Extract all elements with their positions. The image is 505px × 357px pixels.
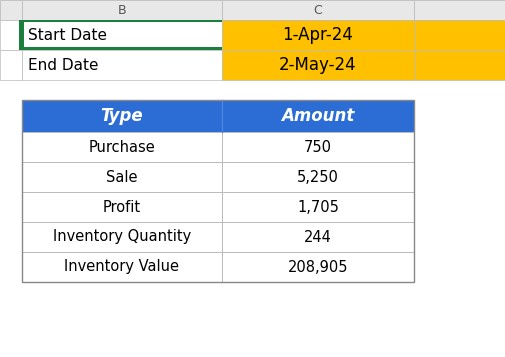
- Text: 1,705: 1,705: [296, 200, 338, 215]
- Bar: [22, 252, 222, 282]
- Bar: [22, 20, 24, 50]
- Bar: [22, 132, 222, 162]
- Text: End Date: End Date: [28, 57, 98, 72]
- Text: Profit: Profit: [103, 200, 141, 215]
- Bar: [22, 50, 222, 80]
- Bar: [19, 20, 222, 22]
- Bar: [222, 50, 413, 80]
- Bar: [19, 20, 22, 50]
- Bar: [222, 192, 413, 222]
- Text: 750: 750: [304, 140, 331, 155]
- Bar: [413, 0, 505, 20]
- Text: 244: 244: [304, 230, 331, 245]
- Bar: [22, 100, 413, 132]
- Text: C: C: [313, 4, 322, 16]
- Bar: [222, 162, 413, 192]
- Bar: [413, 20, 505, 50]
- Text: 1-Apr-24: 1-Apr-24: [282, 26, 352, 44]
- Text: Start Date: Start Date: [28, 27, 107, 42]
- Text: Amount: Amount: [281, 107, 354, 125]
- Bar: [22, 0, 222, 20]
- Text: B: B: [118, 4, 126, 16]
- Text: 208,905: 208,905: [287, 260, 347, 275]
- Bar: [222, 132, 413, 162]
- Bar: [222, 252, 413, 282]
- Text: Inventory Quantity: Inventory Quantity: [53, 230, 191, 245]
- Bar: [222, 20, 413, 50]
- Bar: [413, 50, 505, 80]
- Text: Sale: Sale: [106, 170, 137, 185]
- Bar: [222, 222, 413, 252]
- Bar: [22, 162, 222, 192]
- Bar: [22, 20, 222, 50]
- Bar: [222, 0, 413, 20]
- Text: Purchase: Purchase: [88, 140, 155, 155]
- Bar: [19, 47, 222, 50]
- Bar: [0, 20, 22, 50]
- Bar: [0, 0, 22, 20]
- Text: Type: Type: [100, 107, 143, 125]
- Text: 5,250: 5,250: [296, 170, 338, 185]
- Text: 2-May-24: 2-May-24: [279, 56, 356, 74]
- Bar: [22, 222, 222, 252]
- Bar: [22, 100, 413, 282]
- Bar: [22, 192, 222, 222]
- Text: Inventory Value: Inventory Value: [64, 260, 179, 275]
- Bar: [0, 50, 22, 80]
